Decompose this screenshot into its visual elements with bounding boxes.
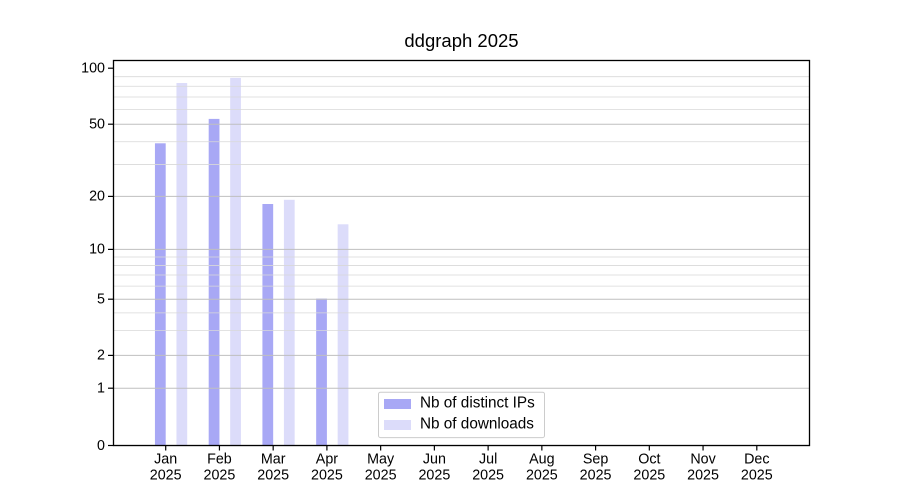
svg-text:50: 50 [89, 117, 105, 133]
svg-text:Nb of downloads: Nb of downloads [420, 416, 534, 433]
svg-text:5: 5 [97, 292, 105, 308]
svg-text:0: 0 [97, 438, 105, 454]
svg-text:2025: 2025 [472, 468, 504, 484]
svg-text:Apr: Apr [316, 452, 338, 468]
svg-text:Sep: Sep [583, 452, 608, 468]
svg-text:2: 2 [97, 348, 105, 364]
svg-text:20: 20 [89, 189, 105, 205]
svg-text:ddgraph 2025: ddgraph 2025 [404, 30, 518, 51]
svg-text:Jun: Jun [423, 452, 446, 468]
svg-text:2025: 2025 [741, 468, 773, 484]
svg-text:2025: 2025 [687, 468, 719, 484]
svg-text:2025: 2025 [633, 468, 665, 484]
svg-text:1: 1 [97, 381, 105, 397]
svg-text:Jan: Jan [154, 452, 177, 468]
svg-text:2025: 2025 [204, 468, 236, 484]
svg-text:Feb: Feb [207, 452, 232, 468]
svg-text:Oct: Oct [638, 452, 660, 468]
svg-text:100: 100 [81, 61, 105, 77]
svg-text:Nb of distinct IPs: Nb of distinct IPs [420, 395, 535, 412]
svg-text:2025: 2025 [257, 468, 289, 484]
svg-text:Aug: Aug [529, 452, 554, 468]
svg-text:May: May [367, 452, 395, 468]
svg-text:Jul: Jul [479, 452, 497, 468]
svg-text:2025: 2025 [365, 468, 397, 484]
svg-text:Dec: Dec [744, 452, 769, 468]
svg-text:2025: 2025 [150, 468, 182, 484]
svg-text:2025: 2025 [418, 468, 450, 484]
svg-text:2025: 2025 [580, 468, 612, 484]
svg-text:2025: 2025 [526, 468, 558, 484]
svg-text:Nov: Nov [690, 452, 716, 468]
svg-text:10: 10 [89, 242, 105, 258]
svg-text:2025: 2025 [311, 468, 343, 484]
svg-text:Mar: Mar [261, 452, 286, 468]
